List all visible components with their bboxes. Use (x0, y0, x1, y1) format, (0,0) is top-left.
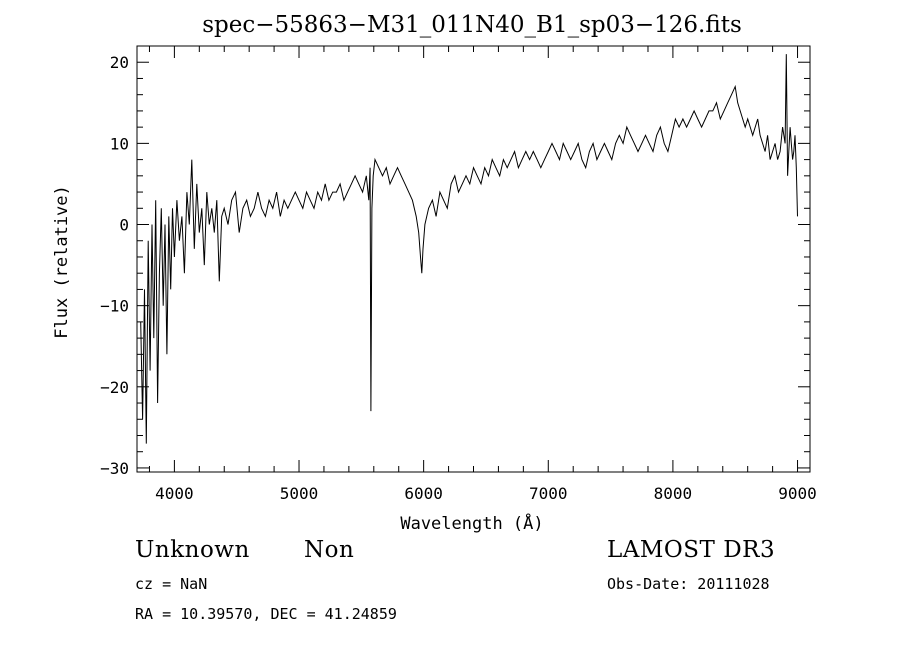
x-tick-label: 7000 (529, 484, 568, 503)
y-tick-label: 20 (110, 53, 129, 72)
y-tick-label: −20 (100, 378, 129, 397)
y-tick-label: −10 (100, 297, 129, 316)
chart-title: spec−55863−M31_011N40_B1_sp03−126.fits (202, 12, 742, 38)
ra-dec: RA = 10.39570, DEC = 41.24859 (135, 605, 397, 623)
object-subclass: Non (304, 537, 355, 563)
x-tick-label: 6000 (404, 484, 443, 503)
x-tick-label: 8000 (654, 484, 693, 503)
tick-marks (137, 45, 810, 472)
y-tick-labels: −30 −20 −10 0 10 20 (100, 53, 129, 478)
plot-frame (136, 45, 811, 473)
plot-axes (136, 45, 811, 473)
x-tick-labels: 4000 5000 6000 7000 8000 9000 (155, 484, 817, 503)
x-tick-label: 4000 (155, 484, 194, 503)
y-tick-label: −30 (100, 459, 129, 478)
y-axis-label: Flux (relative) (52, 185, 72, 339)
x-tick-label: 9000 (778, 484, 817, 503)
x-axis-label: Wavelength (Å) (400, 512, 543, 534)
object-class: Unknown (135, 537, 250, 563)
y-tick-label: 10 (110, 134, 129, 153)
redshift-cz: cz = NaN (135, 575, 208, 593)
y-tick-label: 0 (119, 216, 129, 235)
survey-name: LAMOST DR3 (607, 537, 776, 563)
x-tick-label: 5000 (280, 484, 319, 503)
obs-date: Obs-Date: 20111028 (607, 575, 770, 593)
spectrum-line (140, 54, 798, 444)
